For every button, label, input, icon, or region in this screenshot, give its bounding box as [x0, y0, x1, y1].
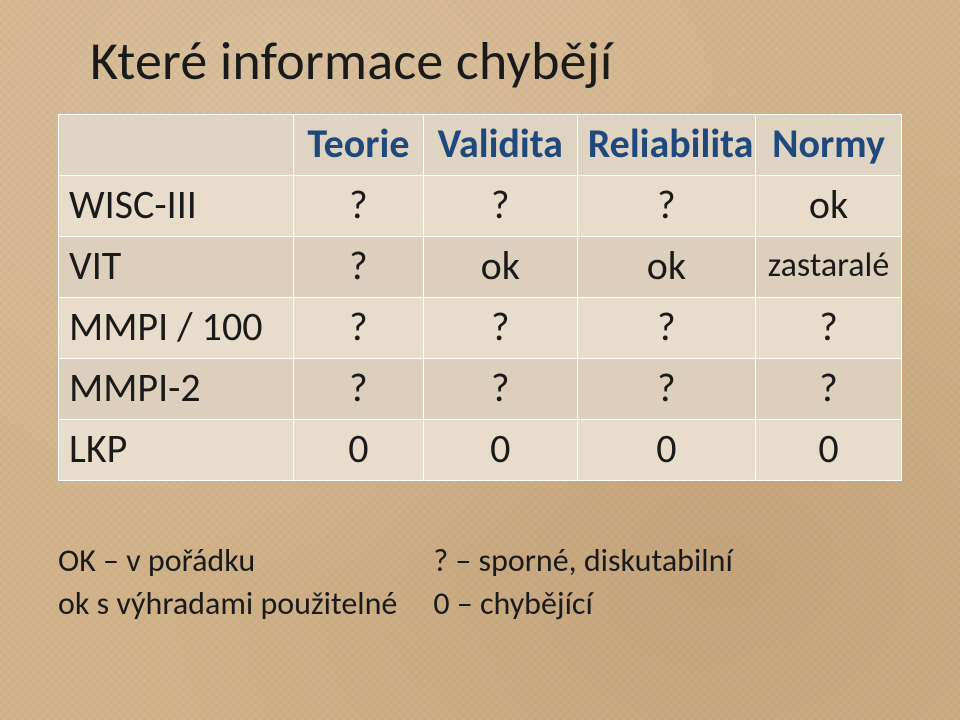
col-header-teorie: Teorie — [294, 115, 424, 176]
table-row: LKP 0 0 0 0 — [59, 420, 902, 481]
cell: ? — [294, 359, 424, 420]
row-label: MMPI-2 — [59, 359, 294, 420]
legend-line: ? – sporné, diskutabilní — [433, 539, 732, 582]
legend-line: ok s výhradami použitelné — [58, 582, 397, 625]
cell: ok — [577, 237, 755, 298]
row-label: WISC-III — [59, 176, 294, 237]
table-row: MMPI / 100 ? ? ? ? — [59, 298, 902, 359]
legend: OK – v pořádku ok s výhradami použitelné… — [58, 539, 902, 625]
cell: ? — [577, 176, 755, 237]
cell: ? — [423, 176, 577, 237]
col-header-validita: Validita — [423, 115, 577, 176]
row-label: LKP — [59, 420, 294, 481]
cell: ? — [756, 359, 902, 420]
cell: ? — [294, 237, 424, 298]
row-label: VIT — [59, 237, 294, 298]
table-row: MMPI-2 ? ? ? ? — [59, 359, 902, 420]
info-table: Teorie Validita Reliabilita Normy WISC-I… — [58, 114, 902, 481]
col-header-reliabilita: Reliabilita — [577, 115, 755, 176]
legend-right: ? – sporné, diskutabilní 0 – chybějící — [433, 539, 732, 625]
cell: ? — [294, 176, 424, 237]
legend-line: OK – v pořádku — [58, 539, 397, 582]
cell: ? — [294, 298, 424, 359]
legend-left: OK – v pořádku ok s výhradami použitelné — [58, 539, 397, 625]
col-header-blank — [59, 115, 294, 176]
slide: Které informace chybějí Teorie Validita … — [0, 0, 960, 720]
col-header-normy: Normy — [756, 115, 902, 176]
cell: 0 — [756, 420, 902, 481]
cell: ? — [423, 359, 577, 420]
cell: zastaralé — [756, 237, 902, 298]
cell: ok — [423, 237, 577, 298]
table-header-row: Teorie Validita Reliabilita Normy — [59, 115, 902, 176]
cell: ok — [756, 176, 902, 237]
table-row: WISC-III ? ? ? ok — [59, 176, 902, 237]
table-row: VIT ? ok ok zastaralé — [59, 237, 902, 298]
legend-line: 0 – chybějící — [433, 582, 732, 625]
cell: ? — [423, 298, 577, 359]
cell: ? — [577, 298, 755, 359]
cell: ? — [756, 298, 902, 359]
cell: 0 — [577, 420, 755, 481]
slide-title: Které informace chybějí — [90, 28, 902, 94]
cell: ? — [577, 359, 755, 420]
cell: 0 — [423, 420, 577, 481]
row-label: MMPI / 100 — [59, 298, 294, 359]
cell: 0 — [294, 420, 424, 481]
